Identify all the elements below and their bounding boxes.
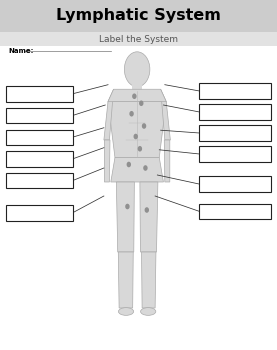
FancyBboxPatch shape [0,0,277,32]
FancyBboxPatch shape [199,204,271,219]
FancyBboxPatch shape [199,176,271,192]
FancyBboxPatch shape [6,130,73,145]
Polygon shape [118,252,133,308]
Text: Lymphatic System: Lymphatic System [56,8,221,23]
Circle shape [129,111,134,117]
Circle shape [127,162,131,167]
Polygon shape [108,89,166,101]
Polygon shape [104,140,110,182]
FancyBboxPatch shape [6,151,73,167]
Polygon shape [104,89,114,140]
Circle shape [134,134,138,139]
Polygon shape [116,182,134,252]
Circle shape [145,207,149,213]
Ellipse shape [141,308,156,315]
Ellipse shape [119,308,134,315]
Circle shape [138,146,142,152]
FancyBboxPatch shape [199,125,271,141]
Polygon shape [111,158,163,182]
Polygon shape [108,102,166,158]
Circle shape [132,93,137,99]
FancyBboxPatch shape [6,173,73,188]
FancyBboxPatch shape [199,83,271,99]
FancyBboxPatch shape [6,86,73,101]
FancyBboxPatch shape [6,108,73,123]
Text: Name:: Name: [9,48,34,54]
Circle shape [139,100,143,106]
Circle shape [142,123,146,129]
FancyBboxPatch shape [6,205,73,220]
Polygon shape [161,89,170,140]
Text: Label the System: Label the System [99,35,178,44]
FancyBboxPatch shape [0,32,277,46]
Polygon shape [164,140,170,182]
Circle shape [125,204,130,209]
Polygon shape [142,252,156,308]
FancyBboxPatch shape [199,146,271,162]
Ellipse shape [124,52,150,87]
Polygon shape [140,182,158,252]
FancyBboxPatch shape [199,104,271,120]
FancyBboxPatch shape [132,77,142,90]
Circle shape [143,165,148,171]
